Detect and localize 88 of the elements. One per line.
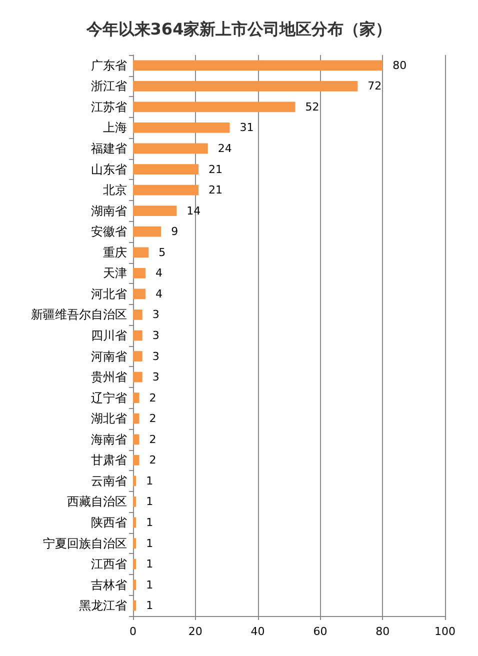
- y-tick-label: 四川省: [91, 328, 127, 342]
- y-tick-label: 浙江省: [91, 79, 127, 94]
- bar: [133, 247, 149, 258]
- y-tick-label: 贵州省: [91, 370, 127, 384]
- y-tick-label: 海南省: [91, 432, 127, 446]
- data-label: 31: [240, 121, 254, 134]
- data-label: 2: [149, 412, 156, 426]
- data-label: 14: [186, 204, 201, 218]
- data-label: 24: [218, 142, 232, 155]
- bar: [133, 434, 140, 445]
- bar: [133, 351, 142, 362]
- y-tick-label: 福建省: [91, 142, 127, 156]
- x-tick-label: 20: [188, 625, 202, 638]
- data-label: 72: [368, 80, 382, 93]
- bar: [133, 392, 140, 404]
- y-tick-label: 江苏省: [91, 100, 127, 114]
- bar: [133, 206, 177, 216]
- y-tick-label: 吉林省: [91, 578, 127, 592]
- y-tick-label: 辽宁省: [91, 390, 127, 405]
- y-tick-label: 河南省: [91, 349, 127, 364]
- bar: [133, 80, 358, 92]
- bar: [133, 476, 136, 486]
- data-label: 1: [146, 516, 154, 529]
- data-label: 21: [208, 184, 223, 197]
- data-label: 2: [149, 432, 156, 446]
- bar: [133, 184, 199, 196]
- bar: [133, 310, 142, 320]
- y-tick-label: 云南省: [91, 474, 127, 488]
- y-tick-label: 宁夏回族自治区: [43, 536, 127, 550]
- data-label: 5: [158, 246, 166, 259]
- bar: [133, 268, 146, 278]
- bar: [133, 330, 142, 341]
- data-label: 1: [146, 599, 154, 612]
- bar: [133, 517, 136, 528]
- x-tick-label: 60: [313, 625, 328, 638]
- x-tick-label: 80: [376, 625, 390, 638]
- bar: [133, 413, 140, 424]
- data-label: 3: [152, 308, 160, 322]
- bar: [133, 580, 136, 590]
- data-label: 2: [149, 454, 156, 467]
- y-tick-label: 重庆: [103, 245, 127, 260]
- data-label: 21: [208, 162, 223, 176]
- y-tick-label: 陕西省: [91, 516, 127, 530]
- y-tick-label: 上海: [103, 120, 127, 135]
- data-label: 9: [171, 225, 178, 238]
- data-label: 1: [146, 578, 154, 592]
- y-tick-label: 江西省: [91, 557, 127, 572]
- bar: [133, 102, 296, 112]
- bar: [133, 372, 142, 382]
- y-tick-label: 新疆维吾尔自治区: [31, 308, 127, 322]
- bar: [133, 600, 136, 611]
- data-label: 2: [149, 391, 156, 404]
- data-label: 4: [155, 266, 162, 280]
- bar: [133, 496, 136, 507]
- y-tick-label: 黑龙江省: [79, 598, 127, 613]
- y-tick-label: 安徽省: [91, 224, 127, 239]
- y-tick-label: 河北省: [91, 286, 127, 301]
- bar: [133, 558, 136, 570]
- data-label: 1: [146, 474, 154, 488]
- y-tick-label: 广东省: [91, 58, 127, 72]
- y-tick-label: 北京: [103, 183, 127, 198]
- bar: [133, 60, 383, 71]
- y-tick-label: 湖南省: [91, 204, 127, 218]
- bar: [133, 538, 136, 548]
- x-tick-label: 100: [434, 625, 456, 638]
- y-tick-label: 湖北省: [91, 412, 127, 426]
- bar: [133, 288, 146, 300]
- data-label: 4: [155, 287, 162, 300]
- data-label: 3: [152, 329, 160, 342]
- data-label: 1: [146, 536, 154, 550]
- y-tick-label: 甘肃省: [91, 453, 127, 468]
- x-tick-label: 40: [250, 625, 265, 638]
- data-label: 1: [146, 495, 154, 508]
- chart-title: 今年以来364家新上市公司地区分布（家）: [85, 20, 392, 38]
- data-label: 80: [392, 58, 407, 72]
- bar: [133, 143, 208, 154]
- bar: [133, 164, 199, 174]
- y-tick-label: 山东省: [91, 162, 127, 176]
- bar: [133, 454, 140, 466]
- y-tick-label: 天津: [103, 266, 127, 280]
- bar: [133, 226, 162, 237]
- data-label: 3: [152, 350, 160, 363]
- data-label: 3: [152, 370, 160, 384]
- data-label: 1: [146, 558, 154, 571]
- bar: [133, 122, 230, 133]
- y-tick-label: 西藏自治区: [67, 494, 127, 509]
- data-label: 52: [305, 100, 320, 114]
- x-tick-label: 0: [130, 625, 136, 638]
